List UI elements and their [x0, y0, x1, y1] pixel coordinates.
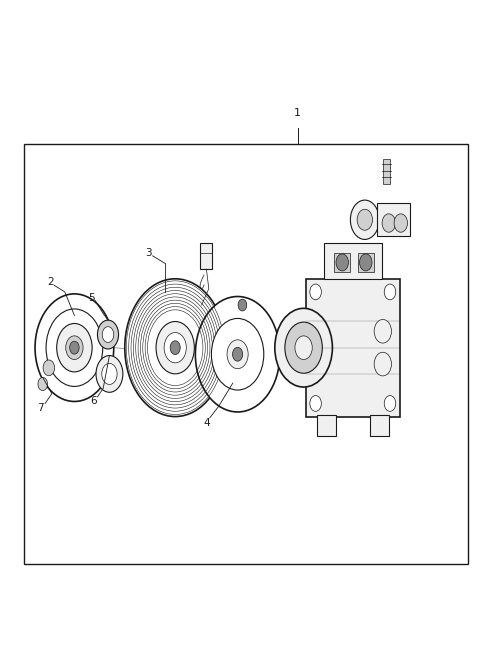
- Bar: [383, 159, 390, 184]
- Text: 4: 4: [203, 418, 210, 428]
- Circle shape: [384, 396, 396, 411]
- Circle shape: [195, 297, 280, 412]
- Bar: [370, 415, 389, 436]
- Circle shape: [66, 336, 83, 359]
- Bar: [324, 243, 382, 279]
- Text: 2: 2: [47, 277, 54, 287]
- Circle shape: [227, 340, 248, 369]
- Text: 1: 1: [294, 108, 301, 118]
- Circle shape: [35, 294, 114, 401]
- Circle shape: [232, 347, 243, 361]
- Bar: [377, 203, 410, 236]
- Circle shape: [360, 254, 372, 271]
- Circle shape: [350, 200, 379, 239]
- Circle shape: [43, 360, 55, 376]
- Circle shape: [384, 284, 396, 300]
- Circle shape: [170, 341, 180, 354]
- Text: 7: 7: [37, 403, 44, 413]
- Circle shape: [374, 319, 392, 343]
- Circle shape: [125, 279, 226, 417]
- Circle shape: [382, 214, 396, 232]
- Circle shape: [374, 352, 392, 376]
- Bar: [334, 253, 350, 272]
- Circle shape: [394, 214, 408, 232]
- Circle shape: [70, 341, 79, 354]
- Circle shape: [57, 323, 92, 372]
- Text: 5: 5: [88, 293, 95, 304]
- Circle shape: [357, 209, 372, 230]
- Circle shape: [38, 377, 48, 390]
- Bar: [306, 279, 399, 417]
- Bar: [317, 415, 336, 436]
- Circle shape: [97, 320, 119, 349]
- Circle shape: [285, 322, 322, 373]
- Text: 3: 3: [145, 247, 152, 258]
- Circle shape: [211, 318, 264, 390]
- Circle shape: [102, 363, 117, 384]
- Circle shape: [96, 356, 123, 392]
- Circle shape: [238, 299, 247, 311]
- Circle shape: [310, 284, 321, 300]
- Bar: [358, 253, 374, 272]
- Circle shape: [102, 327, 114, 342]
- Circle shape: [46, 309, 103, 386]
- Circle shape: [295, 336, 312, 359]
- Bar: [200, 243, 212, 269]
- Circle shape: [156, 321, 194, 374]
- Text: 6: 6: [90, 396, 97, 407]
- Bar: [24, 144, 468, 564]
- Circle shape: [336, 254, 348, 271]
- Circle shape: [310, 396, 321, 411]
- Circle shape: [164, 333, 186, 363]
- Circle shape: [275, 308, 332, 387]
